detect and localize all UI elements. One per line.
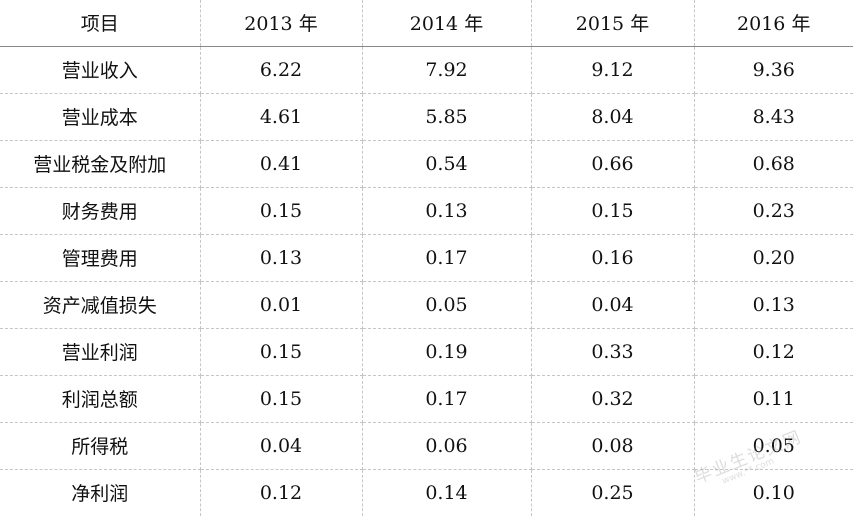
- row-label: 财务费用: [0, 186, 201, 235]
- cell-value: 0.23: [693, 186, 853, 235]
- cell-value: 0.15: [199, 186, 363, 235]
- cell-value: 0.12: [199, 468, 363, 516]
- cell-value: 9.36: [693, 45, 853, 94]
- header-year-2015: 2015 年: [530, 0, 695, 47]
- cell-value: 0.06: [361, 421, 532, 470]
- cell-value: 0.10: [693, 468, 853, 516]
- row-label: 营业成本: [0, 92, 201, 141]
- cell-value: 0.14: [361, 468, 532, 516]
- header-year-2013: 2013 年: [199, 0, 363, 47]
- table-row: 营业利润 0.15 0.19 0.33 0.12: [0, 327, 853, 376]
- cell-value: 0.68: [693, 139, 853, 188]
- cell-value: 0.54: [361, 139, 532, 188]
- header-item: 项目: [0, 0, 201, 47]
- cell-value: 0.15: [199, 327, 363, 376]
- header-year-2016: 2016 年: [693, 0, 853, 47]
- cell-value: 0.16: [530, 233, 695, 282]
- cell-value: 5.85: [361, 92, 532, 141]
- cell-value: 4.61: [199, 92, 363, 141]
- cell-value: 0.20: [693, 233, 853, 282]
- cell-value: 0.25: [530, 468, 695, 516]
- cell-value: 0.66: [530, 139, 695, 188]
- table-row: 资产减值损失 0.01 0.05 0.04 0.13: [0, 280, 853, 329]
- row-label: 管理费用: [0, 233, 201, 282]
- cell-value: 0.13: [199, 233, 363, 282]
- table-row: 营业成本 4.61 5.85 8.04 8.43: [0, 92, 853, 141]
- cell-value: 0.08: [530, 421, 695, 470]
- cell-value: 0.15: [530, 186, 695, 235]
- cell-value: 0.15: [199, 374, 363, 423]
- row-label: 营业收入: [0, 45, 201, 94]
- cell-value: 8.43: [693, 92, 853, 141]
- row-label: 营业税金及附加: [0, 139, 201, 188]
- cell-value: 0.17: [361, 374, 532, 423]
- cell-value: 0.13: [361, 186, 532, 235]
- cell-value: 0.01: [199, 280, 363, 329]
- cell-value: 0.32: [530, 374, 695, 423]
- cell-value: 0.41: [199, 139, 363, 188]
- cell-value: 0.11: [693, 374, 853, 423]
- row-label: 利润总额: [0, 374, 201, 423]
- cell-value: 0.13: [693, 280, 853, 329]
- header-year-2014: 2014 年: [361, 0, 532, 47]
- cell-value: 0.04: [530, 280, 695, 329]
- row-label: 所得税: [0, 421, 201, 470]
- cell-value: 9.12: [530, 45, 695, 94]
- cell-value: 0.19: [361, 327, 532, 376]
- table-row: 财务费用 0.15 0.13 0.15 0.23: [0, 186, 853, 235]
- table-row: 利润总额 0.15 0.17 0.32 0.11: [0, 374, 853, 423]
- table-row: 营业税金及附加 0.41 0.54 0.66 0.68: [0, 139, 853, 188]
- cell-value: 6.22: [199, 45, 363, 94]
- cell-value: 0.04: [199, 421, 363, 470]
- row-label: 净利润: [0, 468, 201, 516]
- cell-value: 0.12: [693, 327, 853, 376]
- table-row: 所得税 0.04 0.06 0.08 0.05: [0, 421, 853, 470]
- header-row: 项目 2013 年 2014 年 2015 年 2016 年: [0, 0, 853, 47]
- cell-value: 0.17: [361, 233, 532, 282]
- cell-value: 8.04: [530, 92, 695, 141]
- table-row: 净利润 0.12 0.14 0.25 0.10: [0, 468, 853, 516]
- cell-value: 0.05: [693, 421, 853, 470]
- cell-value: 7.92: [361, 45, 532, 94]
- table-row: 营业收入 6.22 7.92 9.12 9.36: [0, 45, 853, 94]
- row-label: 营业利润: [0, 327, 201, 376]
- cell-value: 0.05: [361, 280, 532, 329]
- table-row: 管理费用 0.13 0.17 0.16 0.20: [0, 233, 853, 282]
- cell-value: 0.33: [530, 327, 695, 376]
- row-label: 资产减值损失: [0, 280, 201, 329]
